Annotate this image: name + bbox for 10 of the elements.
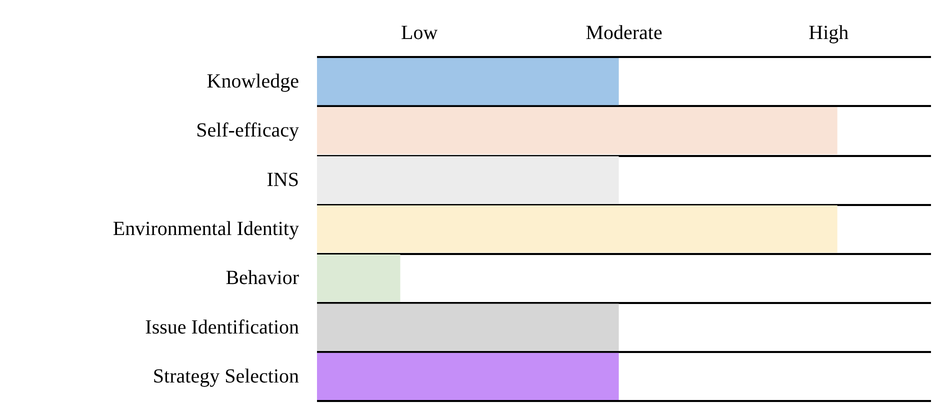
y-tick-label: Strategy Selection [152,365,299,388]
text: High [808,22,849,44]
y-tick-label: Environmental Identity [112,218,299,240]
y-tick-label: Self-efficacy [196,120,299,142]
text: Moderate [586,22,662,44]
y-tick-label: Behavior [226,267,300,290]
y-tick-label: Issue Identification [145,316,299,338]
text: Low [400,22,438,44]
y-tick-label: INS [266,168,299,191]
y-tick-label: Knowledge [206,70,300,93]
